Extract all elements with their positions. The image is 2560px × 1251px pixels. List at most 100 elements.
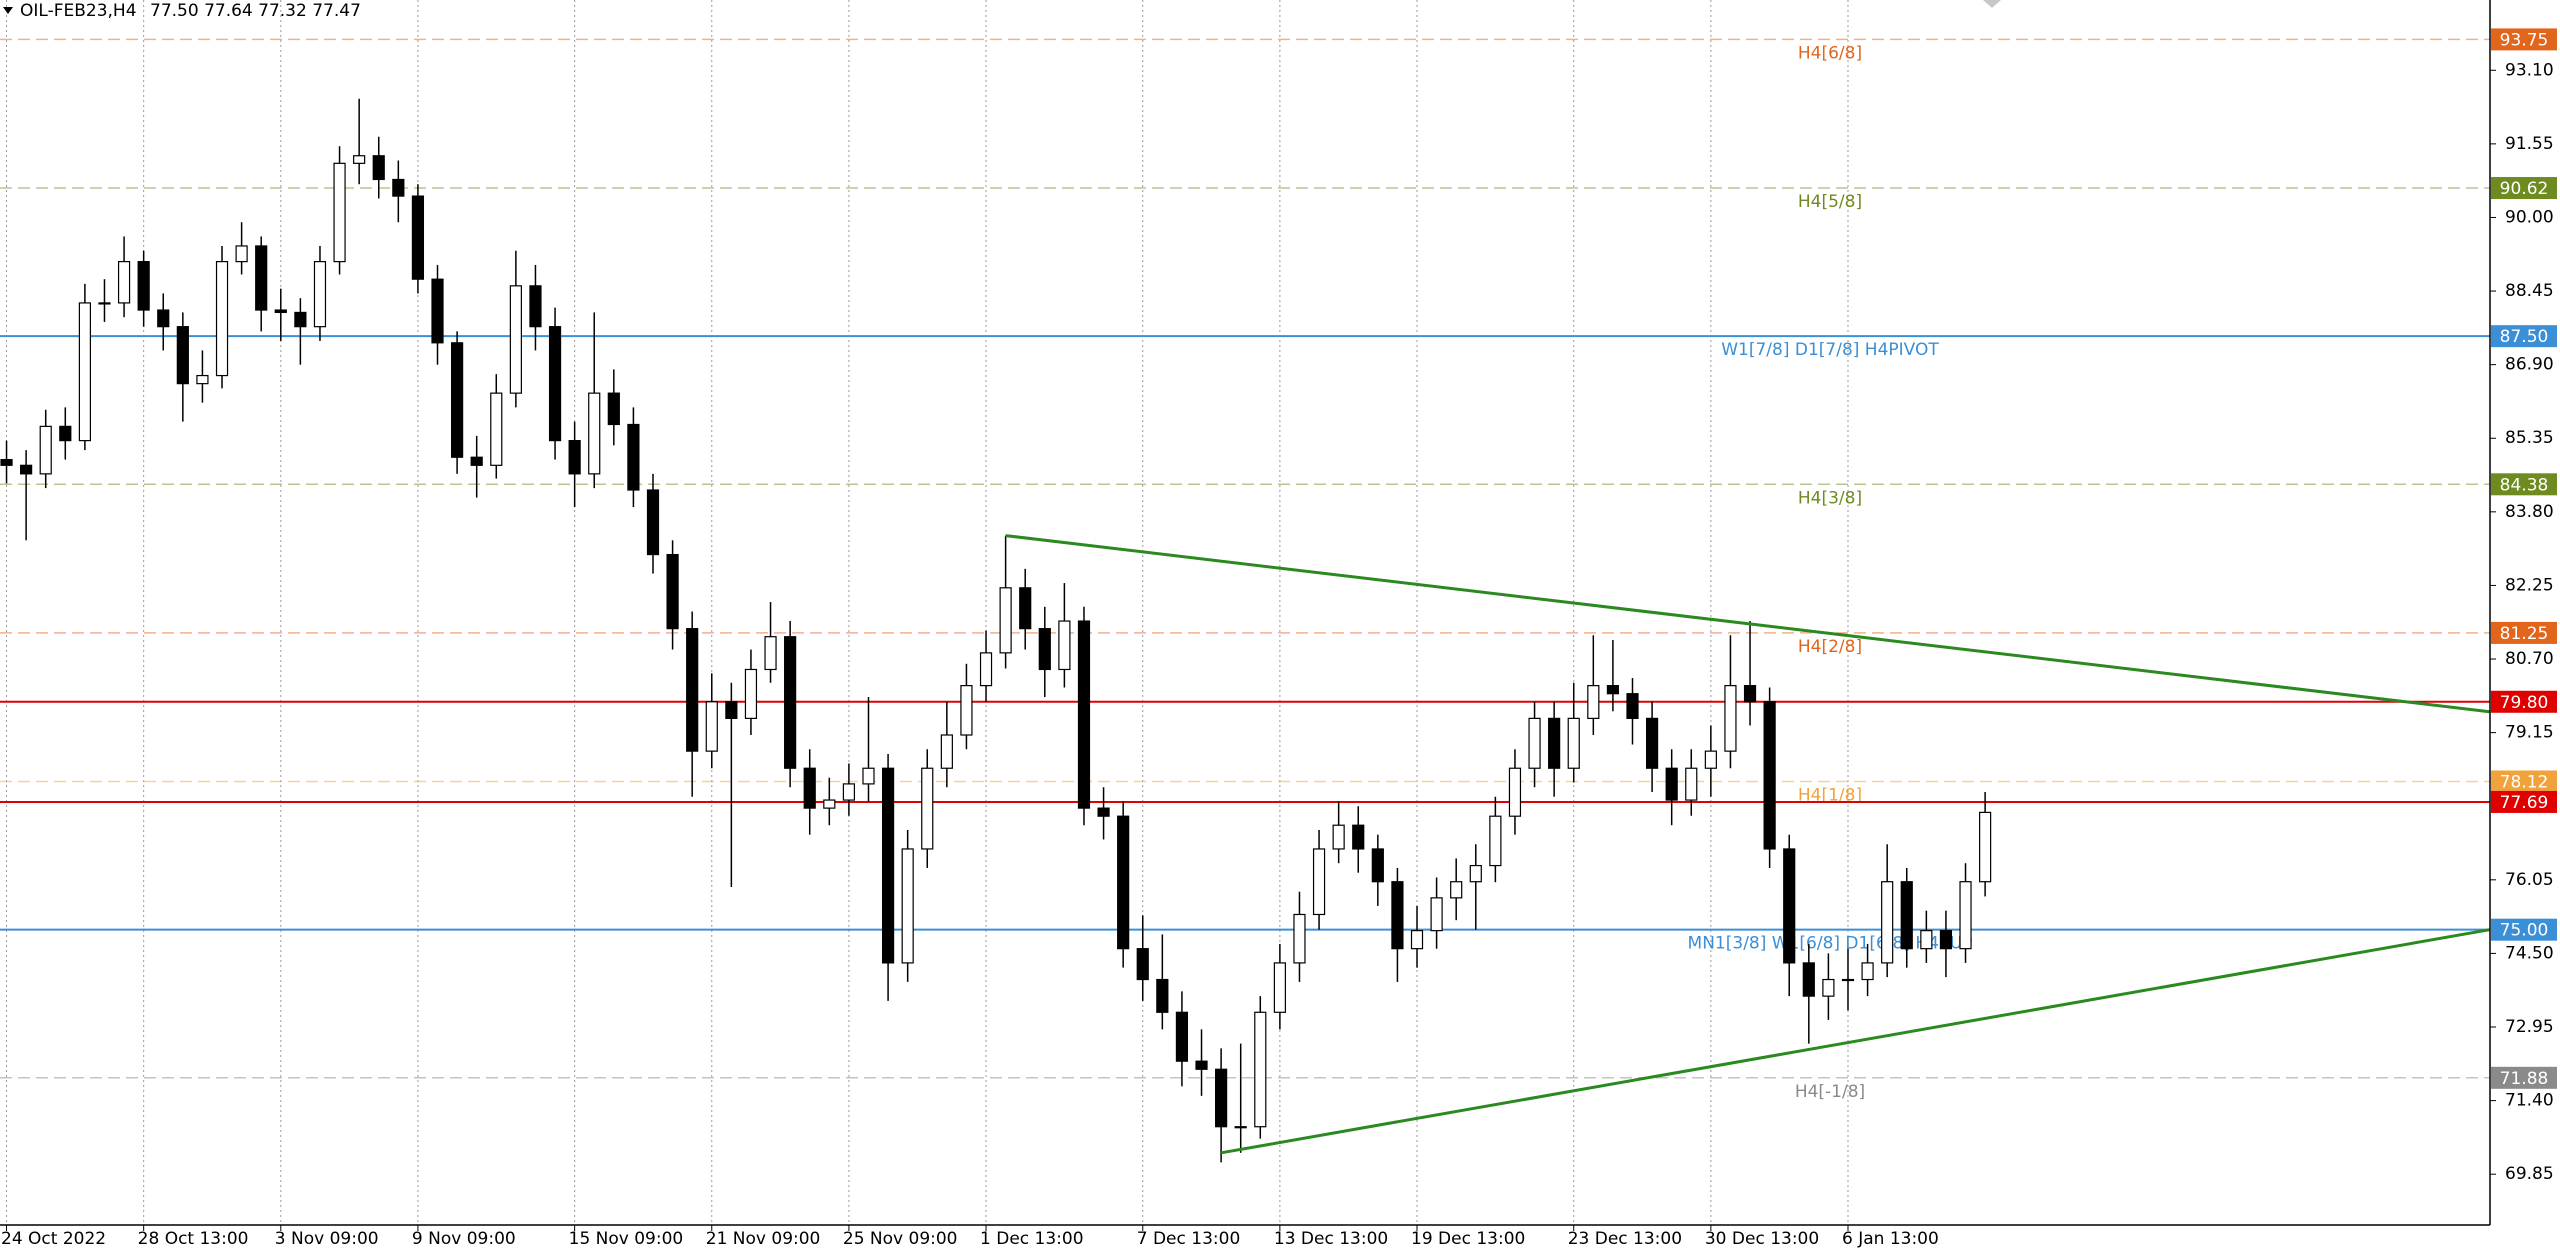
candle-body — [1587, 685, 1600, 719]
y-tick-label: 80.70 — [2505, 649, 2554, 669]
candle-body — [529, 285, 542, 328]
candle-body — [568, 440, 581, 475]
candle-body — [921, 767, 934, 850]
candle-body — [215, 261, 229, 377]
candle-body — [1763, 701, 1776, 850]
candle-body — [823, 799, 836, 809]
candle-body — [431, 278, 444, 344]
price-tag — [2491, 770, 2557, 793]
y-tick-label: 85.35 — [2505, 428, 2554, 448]
price-tag-label: 77.69 — [2500, 793, 2549, 813]
candle-body — [1548, 717, 1561, 769]
price-tag-label: 79.80 — [2500, 693, 2549, 713]
price-tag-label: 84.38 — [2500, 475, 2549, 495]
candle-body — [1685, 767, 1698, 801]
y-tick-label: 88.45 — [2505, 281, 2554, 301]
candle-body — [353, 155, 366, 164]
candle-body — [1097, 807, 1110, 817]
candle-body — [1665, 767, 1678, 801]
candle-body — [1822, 978, 1835, 997]
candle-body — [176, 326, 189, 385]
candle-body — [1881, 881, 1894, 964]
y-tick-label: 83.80 — [2505, 502, 2554, 522]
header: OIL-FEB23,H4 77.50 77.64 77.32 77.47 — [3, 1, 361, 21]
candle-body — [1038, 628, 1051, 671]
candle-body — [1567, 717, 1580, 769]
candle-body — [333, 162, 346, 263]
candle-body — [1391, 881, 1404, 950]
candle-body — [196, 374, 209, 385]
candle-body — [1743, 685, 1757, 703]
candle-body — [999, 587, 1012, 654]
x-tick-label: 7 Dec 13:00 — [1137, 1229, 1241, 1249]
candle-body — [588, 392, 601, 475]
candle-body — [1626, 693, 1639, 719]
x-tick-label: 1 Dec 13:00 — [980, 1229, 1084, 1249]
candle-body — [1175, 1011, 1189, 1062]
level-label: H4[3/8] — [1798, 488, 1862, 508]
x-tick-label: 30 Dec 13:00 — [1705, 1229, 1819, 1249]
x-tick-label: 25 Nov 09:00 — [843, 1229, 958, 1249]
candle-body — [1939, 930, 1953, 950]
price-tag — [2491, 690, 2557, 713]
candle-body — [940, 734, 953, 769]
price-tag — [2491, 1066, 2557, 1089]
price-tag — [2491, 918, 2557, 941]
trendline — [1220, 928, 2490, 1155]
candle-body — [1058, 620, 1071, 671]
candle-body — [78, 302, 91, 442]
level-label: W1[7/8] D1[7/8] H4PIVOT — [1721, 340, 1939, 360]
candles-layer — [0, 98, 1992, 1163]
candle-body — [451, 342, 464, 458]
candle-body — [627, 423, 640, 491]
candle-body — [803, 767, 816, 809]
candle-body — [1136, 948, 1149, 981]
candle-body — [235, 245, 248, 263]
candle-body — [0, 459, 13, 466]
candle-body — [1332, 824, 1345, 850]
candle-body — [1489, 815, 1502, 867]
candle-body — [98, 302, 111, 305]
price-tag-label: 90.62 — [2500, 179, 2549, 199]
trendline — [1005, 534, 2490, 714]
level-label: H4[-1/8] — [1795, 1082, 1865, 1102]
candle-body — [1645, 717, 1659, 769]
x-tick-label: 3 Nov 09:00 — [275, 1229, 379, 1249]
x-tick-label: 15 Nov 09:00 — [569, 1229, 684, 1249]
candle-body — [686, 628, 699, 752]
y-tick-label: 74.50 — [2505, 943, 2554, 963]
candle-body — [411, 195, 425, 280]
x-tick-label: 24 Oct 2022 — [1, 1229, 106, 1249]
price-tag-label: 71.88 — [2500, 1069, 2549, 1089]
candle-body — [901, 848, 914, 964]
candle-body — [1724, 685, 1737, 752]
x-tick-label: 19 Dec 13:00 — [1411, 1229, 1525, 1249]
y-tick-label: 91.55 — [2505, 134, 2554, 154]
y-tick-label: 76.05 — [2505, 870, 2554, 890]
candle-body — [1195, 1060, 1208, 1070]
level-label: H4[1/8] — [1798, 786, 1862, 806]
y-tick-label: 69.85 — [2505, 1164, 2554, 1184]
candle-body — [1019, 587, 1032, 630]
candle-body — [607, 392, 620, 426]
candle-body — [1802, 962, 1815, 997]
y-tick-label: 93.10 — [2505, 60, 2554, 80]
candle-body — [1469, 864, 1482, 883]
shift-marker[interactable] — [1983, 0, 2001, 8]
candle-body — [1704, 750, 1717, 769]
y-tick-label: 90.00 — [2505, 207, 2554, 227]
x-tick-label: 9 Nov 09:00 — [412, 1229, 516, 1249]
menu-arrow[interactable] — [3, 7, 13, 14]
price-tag — [2491, 473, 2557, 496]
candle-body — [20, 464, 33, 475]
candle-body — [372, 155, 385, 181]
y-tick-label: 71.40 — [2505, 1091, 2554, 1111]
candle-body — [1352, 824, 1365, 850]
price-tag — [2491, 325, 2557, 348]
candle-body — [1077, 620, 1091, 809]
price-tag — [2491, 621, 2557, 644]
candle-body — [881, 767, 895, 964]
price-tag-label: 93.75 — [2500, 30, 2549, 50]
